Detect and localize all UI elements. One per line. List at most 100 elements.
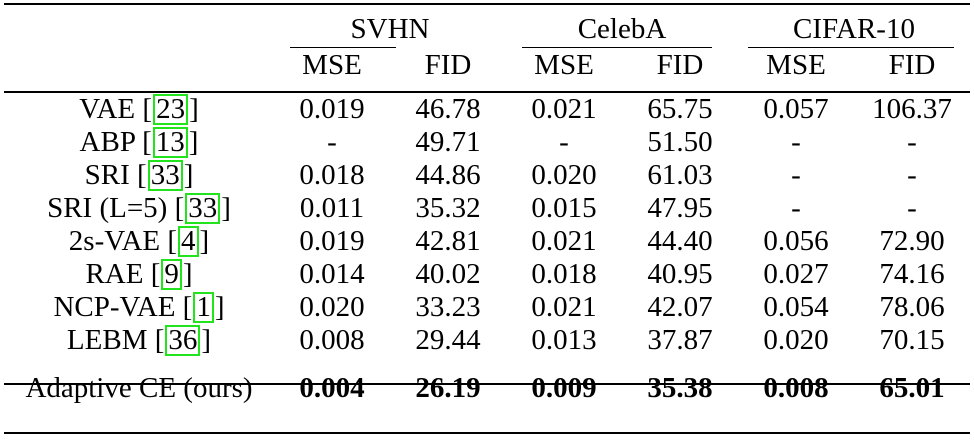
value-cell: 106.37 [872, 93, 952, 125]
citation-bracket-open: [ [147, 324, 165, 356]
metric-header: FID [888, 49, 936, 81]
value-cell: 61.03 [647, 159, 713, 191]
ours-cell: 0.009 [531, 372, 597, 404]
table-row: NCP-VAE [1] 0.020 33.23 0.021 42.07 0.054 78.0… [4, 291, 970, 324]
value-cell: 0.057 [763, 93, 829, 125]
method-name-ours: Adaptive CE (ours) [25, 372, 253, 404]
value-cell: 0.018 [299, 159, 365, 191]
citation-bracket-open: [ [143, 258, 161, 290]
value-cell: 0.021 [531, 225, 597, 257]
value-cell: 0.008 [299, 324, 365, 356]
citation-bracket-close: ] [183, 159, 194, 191]
value-cell: 40.02 [415, 258, 481, 290]
citation-bracket-close: ] [221, 192, 231, 224]
value-cell: 0.014 [299, 258, 365, 290]
citation-link[interactable]: 1 [193, 292, 214, 323]
method-name: 2s-VAE [4] [4, 225, 274, 258]
value-cell: 65.75 [647, 93, 713, 125]
citation-bracket-open: [ [167, 192, 185, 224]
value-cell: 72.90 [879, 225, 945, 257]
value-cell: 0.020 [531, 159, 597, 191]
citation-link[interactable]: 9 [161, 259, 182, 290]
citation-bracket-open: [ [160, 225, 178, 257]
metric-header: FID [424, 49, 472, 81]
bottom-rule [4, 432, 970, 434]
metric-header: FID [656, 49, 704, 81]
metric-header: MSE [766, 49, 826, 81]
citation-bracket-close: ] [199, 225, 210, 257]
dataset-header-cifar10: CIFAR-10 [793, 13, 915, 45]
metric-header: MSE [302, 49, 362, 81]
ours-cell: 26.19 [415, 372, 481, 404]
citation-link[interactable]: 23 [153, 94, 189, 125]
results-body: VAE [23] 0.019 46.78 0.021 65.75 0.057 106.37 A… [4, 93, 970, 357]
table-row: VAE [23] 0.019 46.78 0.021 65.75 0.057 106.37 [4, 93, 970, 126]
ours-row: Adaptive CE (ours) 0.004 26.19 0.009 35.… [4, 365, 970, 412]
table-row: ABP [13] - 49.71 - 51.50 - - [4, 126, 970, 159]
citation-link[interactable]: 4 [178, 226, 199, 257]
method-header-empty-2 [4, 46, 274, 83]
method-name: VAE [23] [4, 93, 274, 126]
value-cell: 0.015 [531, 192, 597, 224]
top-rule [4, 3, 970, 5]
method-label: NCP-VAE [53, 291, 176, 323]
method-name: RAE [9] [4, 258, 274, 291]
citation-bracket-close: ] [182, 258, 193, 290]
citation-link[interactable]: 36 [165, 325, 201, 356]
dataset-header-celeba: CelebA [577, 13, 667, 45]
value-cell: 51.50 [647, 126, 713, 158]
ours-separator-rule [4, 383, 970, 385]
dataset-header-row: SVHN CelebA CIFAR-10 [4, 0, 970, 46]
method-label: RAE [85, 258, 144, 290]
value-cell: 0.054 [763, 291, 829, 323]
ours-cell: 65.01 [879, 372, 945, 404]
method-label: 2s-VAE [68, 225, 161, 257]
citation-link[interactable]: 33 [185, 193, 221, 224]
citation-bracket-close: ] [189, 93, 199, 125]
citation-link[interactable]: 33 [147, 160, 183, 191]
method-label: SRI [84, 159, 130, 191]
value-cell: - [907, 126, 917, 158]
value-cell: 42.81 [415, 225, 481, 257]
value-cell: 37.87 [647, 324, 713, 356]
value-cell: 29.44 [415, 324, 481, 356]
value-cell: - [791, 126, 801, 158]
value-cell: 0.019 [299, 225, 365, 257]
citation-link[interactable]: 13 [152, 127, 188, 158]
value-cell: 0.056 [763, 225, 829, 257]
table-row: SRI (L=5) [33] 0.011 35.32 0.015 47.95 - - [4, 192, 970, 225]
value-cell: 78.06 [879, 291, 945, 323]
value-cell: 0.021 [531, 93, 597, 125]
value-cell: - [327, 126, 337, 158]
method-name: SRI [33] [4, 159, 274, 192]
value-cell: 33.23 [415, 291, 481, 323]
citation-bracket-open: [ [175, 291, 193, 323]
value-cell: 0.019 [299, 93, 365, 125]
value-cell: 0.020 [299, 291, 365, 323]
method-label: SRI (L=5) [47, 192, 168, 224]
value-cell: 44.86 [415, 159, 481, 191]
table-row: LEBM [36] 0.008 29.44 0.013 37.87 0.020 70.15 [4, 324, 970, 357]
cifar10-underline [748, 47, 954, 48]
method-name: NCP-VAE [1] [4, 291, 274, 324]
value-cell: 44.40 [647, 225, 713, 257]
celeba-underline [522, 47, 712, 48]
value-cell: 35.32 [415, 192, 481, 224]
method-name: LEBM [36] [4, 324, 274, 357]
value-cell: 47.95 [647, 192, 713, 224]
value-cell: 0.011 [299, 192, 365, 224]
value-cell: 0.027 [763, 258, 829, 290]
value-cell: 40.95 [647, 258, 713, 290]
method-name: SRI (L=5) [33] [4, 192, 274, 225]
metric-header-row: MSE FID MSE FID MSE FID [4, 46, 970, 83]
header-rule [4, 91, 970, 93]
ours-cell: 35.38 [647, 372, 713, 404]
value-cell: - [791, 192, 801, 224]
results-table: SVHN CelebA CIFAR-10 MSE FID MSE FID MSE… [4, 0, 970, 412]
value-cell: 0.021 [531, 291, 597, 323]
citation-bracket-open: [ [135, 93, 153, 125]
value-cell: 0.013 [531, 324, 597, 356]
value-cell: 42.07 [647, 291, 713, 323]
value-cell: - [907, 159, 917, 191]
method-name: ABP [13] [4, 126, 274, 159]
